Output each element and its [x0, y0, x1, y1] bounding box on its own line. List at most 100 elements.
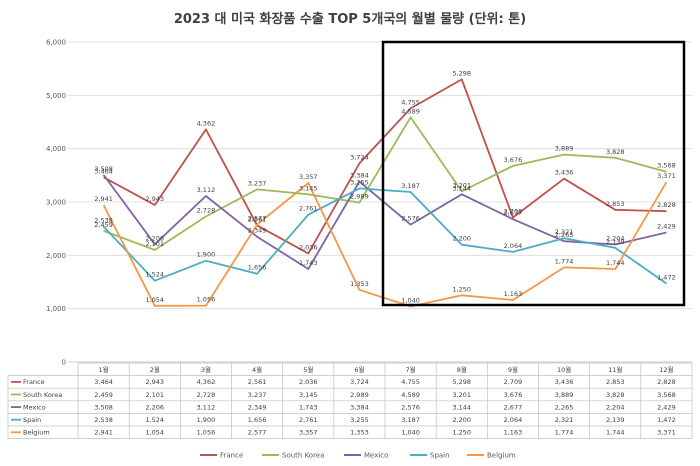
table-cell: 3,145: [299, 391, 318, 399]
y-tick-label: 0: [62, 359, 66, 367]
table-cell: 3,676: [504, 391, 523, 399]
legend-label: Mexico: [364, 452, 388, 460]
highlight-rectangle: [381, 40, 686, 307]
table-cell: 3,371: [657, 429, 676, 437]
table-cell: 2,429: [657, 403, 676, 411]
series-line-france: [103, 78, 667, 255]
data-label: 2,459: [94, 221, 113, 229]
table-header-cell: 10월: [557, 365, 571, 374]
table-cell: 2,349: [248, 403, 267, 411]
table-cell: 3,828: [606, 391, 625, 399]
table-header-cell: 11월: [608, 365, 622, 374]
table-cell: 1,163: [504, 429, 523, 437]
table-cell: 3,724: [350, 378, 369, 386]
table-header-cell: 4월: [252, 365, 262, 374]
table-cell: 2,761: [299, 416, 318, 424]
table-cell: 3,889: [555, 391, 574, 399]
table-header-cell: 8월: [457, 365, 467, 374]
data-label: 2,064: [504, 242, 523, 250]
table-cell: 1,040: [401, 429, 420, 437]
table-cell: 2,200: [452, 416, 471, 424]
data-table: 1월 2월 3월 4월 5월 6월 7월 8월 9월 10월 11월 12월 France 3,464 2,…: [7, 362, 693, 439]
table-cell: 2,538: [94, 416, 113, 424]
data-label: 4,589: [401, 107, 420, 115]
table-cell: 2,265: [555, 403, 574, 411]
data-label: 2,853: [606, 200, 625, 208]
data-label: 2,989: [350, 193, 369, 201]
legend-label: France: [220, 452, 243, 460]
data-label: 3,112: [197, 186, 216, 194]
table-row-label: Spain: [23, 416, 41, 424]
table-cell: 2,728: [197, 391, 216, 399]
data-label: 3,144: [452, 184, 471, 192]
table-header-cell: 5월: [303, 365, 313, 374]
y-tick-label: 4,000: [46, 145, 66, 153]
data-label: 2,538: [94, 217, 113, 225]
data-label: 2,206: [145, 234, 164, 242]
data-label: 2,265: [555, 231, 574, 239]
table-row-label: France: [23, 378, 45, 386]
data-label: 1,524: [145, 271, 164, 279]
legend-label: South Korea: [282, 452, 324, 460]
data-label: 4,362: [197, 119, 216, 127]
data-label: 2,429: [657, 222, 676, 230]
table-cell: 3,436: [555, 378, 574, 386]
table-cell: 2,204: [606, 403, 625, 411]
data-label: 2,943: [145, 195, 164, 203]
data-label: 3,384: [350, 172, 369, 180]
data-label: 2,101: [145, 240, 164, 248]
data-label: 5,298: [452, 69, 471, 77]
data-label: 2,728: [197, 207, 216, 215]
series-line-spain: [102, 187, 667, 285]
data-label: 3,255: [350, 178, 369, 186]
data-label: 2,761: [299, 205, 318, 213]
data-label: 1,774: [555, 257, 574, 265]
data-label: 3,145: [299, 184, 318, 192]
data-label: 2,828: [657, 201, 676, 209]
table-header-cell: 7월: [406, 365, 416, 374]
data-label: 3,201: [452, 181, 471, 189]
series-lines: [102, 78, 668, 308]
table-cell: 2,561: [248, 378, 267, 386]
table-cell: 3,357: [299, 429, 318, 437]
data-labels: 3,464 2,943 4,362 2,561 2,036 3,724 4,755 5,298…: [94, 69, 675, 304]
legend: France South Korea Mexico Spain Belgium: [200, 452, 516, 460]
data-label: 4,755: [401, 98, 420, 106]
data-label: 3,568: [657, 162, 676, 170]
table-cell: 2,206: [145, 403, 164, 411]
table-cell: 4,362: [197, 378, 216, 386]
data-label: 3,889: [555, 145, 574, 153]
table-cell: 2,139: [606, 416, 625, 424]
table-cell: 1,054: [145, 429, 164, 437]
table-cell: 3,568: [657, 391, 676, 399]
table-row-label: Belgium: [23, 429, 50, 437]
table-cell: 2,989: [350, 391, 369, 399]
table-cell: 3,144: [452, 403, 471, 411]
table-cell: 3,464: [94, 378, 113, 386]
table-cell: 1,056: [197, 429, 216, 437]
table-cell: 4,589: [401, 391, 420, 399]
y-tick-label: 6,000: [46, 39, 66, 47]
table-cell: 2,459: [94, 391, 113, 399]
data-label: 3,187: [401, 182, 420, 190]
table-cell: 2,828: [657, 378, 676, 386]
highlight-box: [381, 40, 686, 307]
data-label: 1,163: [504, 290, 523, 298]
data-label: 3,237: [248, 179, 267, 187]
legend-label: Spain: [430, 452, 450, 460]
table-cell: 2,677: [504, 403, 523, 411]
table-header-cell: 3월: [201, 365, 211, 374]
data-label: 2,200: [452, 235, 471, 243]
y-tick-label: 5,000: [46, 92, 66, 100]
table-cell: 1,656: [248, 416, 267, 424]
series-line-belgium: [102, 181, 668, 308]
data-label: 2,561: [248, 215, 267, 223]
table-cell: 1,744: [606, 429, 625, 437]
table-cell: 1,250: [452, 429, 471, 437]
series-line-mexico: [102, 174, 667, 270]
table-cell: 3,508: [94, 403, 113, 411]
data-label: 2,204: [606, 234, 625, 242]
table-row-label: Mexico: [23, 403, 46, 411]
table-cell: 2,064: [504, 416, 523, 424]
